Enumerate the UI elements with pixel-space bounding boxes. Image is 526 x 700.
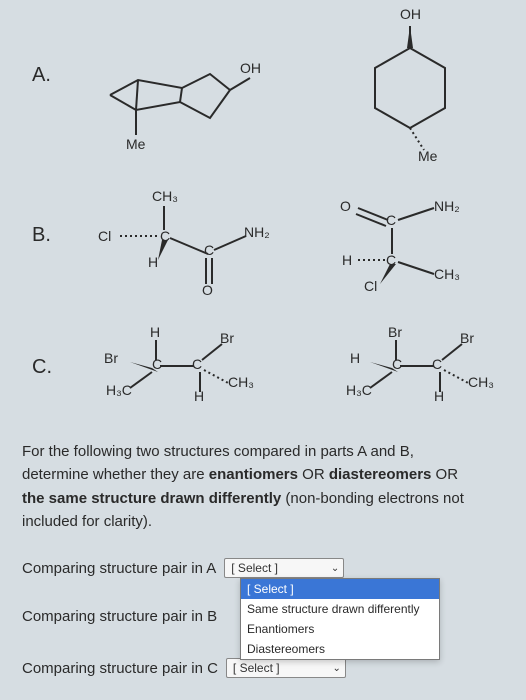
q-or2: OR bbox=[431, 466, 458, 483]
a1-oh: OH bbox=[240, 60, 261, 76]
structure-b-left: CH₃ Cl C H C NH₂ O bbox=[90, 188, 280, 298]
q-line3a: the same structure drawn differently bbox=[22, 490, 281, 507]
b1-cl: Cl bbox=[98, 228, 111, 244]
c2-h-bot: H bbox=[434, 388, 444, 404]
c1-br-left: Br bbox=[104, 350, 118, 366]
select-c[interactable]: [ Select ] ⌄ bbox=[226, 658, 346, 678]
c1-h3c: H₃C bbox=[106, 382, 132, 398]
select-c-value: [ Select ] bbox=[233, 661, 280, 675]
compare-b-label: Comparing structure pair in B bbox=[22, 608, 217, 625]
c2-c2: C bbox=[432, 356, 442, 372]
b2-o: O bbox=[340, 198, 351, 214]
structure-a-right: OH Me bbox=[340, 8, 480, 168]
c2-h-left: H bbox=[350, 350, 360, 366]
q-line4: included for clarity). bbox=[22, 513, 152, 530]
structure-b-right: O C NH₂ H C Cl CH₃ bbox=[330, 188, 510, 298]
b2-c2: C bbox=[386, 252, 396, 268]
c1-h-bot: H bbox=[194, 388, 204, 404]
q-line1: For the following two structures compare… bbox=[22, 443, 414, 460]
option-select[interactable]: [ Select ] bbox=[241, 579, 439, 599]
b1-c1: C bbox=[160, 228, 170, 244]
a2-me: Me bbox=[418, 148, 437, 164]
compare-row-c: Comparing structure pair in C [ Select ]… bbox=[22, 658, 346, 678]
b1-ch3: CH₃ bbox=[152, 188, 178, 204]
b2-ch3: CH₃ bbox=[434, 266, 460, 282]
c1-c2: C bbox=[192, 356, 202, 372]
b1-h: H bbox=[148, 254, 158, 270]
c1-br-right: Br bbox=[220, 330, 234, 346]
select-a-dropdown[interactable]: [ Select ] Same structure drawn differen… bbox=[240, 578, 440, 660]
c2-c1: C bbox=[392, 356, 402, 372]
q-diast: diastereomers bbox=[329, 466, 432, 483]
b2-nh2: NH₂ bbox=[434, 198, 460, 214]
q-or1: OR bbox=[298, 466, 329, 483]
label-b: B. bbox=[32, 224, 51, 247]
c2-h3c: H₃C bbox=[346, 382, 372, 398]
structure-c-left: H Br C C Br H₃C H CH₃ bbox=[90, 326, 280, 416]
c2-br-right: Br bbox=[460, 330, 474, 346]
compare-row-a: Comparing structure pair in A [ Select ]… bbox=[22, 558, 344, 578]
c1-h-top: H bbox=[150, 324, 160, 340]
question-text: For the following two structures compare… bbox=[22, 440, 504, 533]
b1-c2: C bbox=[204, 242, 214, 258]
c2-br-top: Br bbox=[388, 324, 402, 340]
b2-h: H bbox=[342, 252, 352, 268]
compare-c-label: Comparing structure pair in C bbox=[22, 660, 218, 677]
label-c: C. bbox=[32, 356, 52, 379]
b2-cl: Cl bbox=[364, 278, 377, 294]
b2-c1: C bbox=[386, 212, 396, 228]
b1-nh2: NH₂ bbox=[244, 224, 270, 240]
structure-c-right: Br H C C Br H₃C H CH₃ bbox=[330, 326, 520, 416]
compare-a-label: Comparing structure pair in A bbox=[22, 560, 216, 577]
a1-me: Me bbox=[126, 136, 145, 152]
chevron-down-icon: ⌄ bbox=[331, 563, 339, 574]
option-same[interactable]: Same structure drawn differently bbox=[241, 599, 439, 619]
q-line3b: (non-bonding electrons not bbox=[281, 490, 464, 507]
c2-ch3: CH₃ bbox=[468, 374, 494, 390]
b1-o: O bbox=[202, 282, 213, 298]
chevron-down-icon: ⌄ bbox=[333, 663, 341, 674]
compare-row-b: Comparing structure pair in B bbox=[22, 608, 217, 625]
a2-oh: OH bbox=[400, 6, 421, 22]
q-enant: enantiomers bbox=[209, 466, 298, 483]
q-line2a: determine whether they are bbox=[22, 466, 209, 483]
c1-ch3: CH₃ bbox=[228, 374, 254, 390]
c1-c1: C bbox=[152, 356, 162, 372]
option-diastereomers[interactable]: Diastereomers bbox=[241, 639, 439, 659]
select-a-value: [ Select ] bbox=[231, 561, 278, 575]
label-a: A. bbox=[32, 64, 51, 87]
select-a[interactable]: [ Select ] ⌄ bbox=[224, 558, 344, 578]
structure-a-left: OH Me bbox=[90, 40, 260, 150]
option-enantiomers[interactable]: Enantiomers bbox=[241, 619, 439, 639]
